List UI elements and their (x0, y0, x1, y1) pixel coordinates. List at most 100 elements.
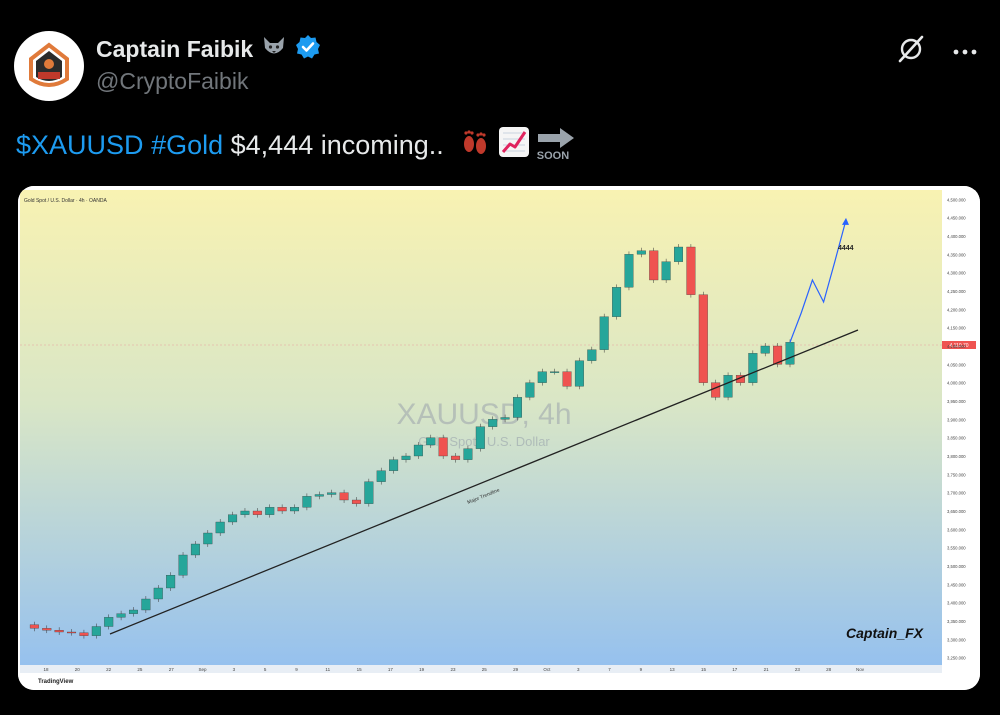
candle-body (686, 246, 696, 295)
candle-body (488, 419, 498, 427)
candle-body (500, 417, 510, 420)
y-tick-label: 3,250.000 (947, 656, 966, 661)
chart-header-line: Gold Spot / U.S. Dollar · 4h · OANDA (24, 198, 107, 204)
y-tick-label: 3,900.000 (947, 417, 966, 422)
candle-body (389, 459, 399, 471)
y-tick-label: 3,850.000 (947, 436, 966, 441)
x-tick-label: 23 (450, 667, 456, 672)
candle-body (723, 375, 733, 398)
y-tick-label: 4,350.000 (947, 252, 966, 257)
candle-body (128, 609, 138, 614)
candle-body (153, 587, 163, 600)
candle-body (376, 470, 386, 482)
candle-body (166, 575, 176, 589)
y-tick-label: 3,700.000 (947, 491, 966, 496)
y-tick-label: 3,950.000 (947, 399, 966, 404)
current-price-tag (942, 341, 976, 349)
candle-body (426, 437, 436, 446)
candle-body (612, 287, 622, 317)
x-tick-label: 3 (233, 667, 236, 672)
x-tick-label: 23 (795, 667, 801, 672)
candle-body (599, 316, 609, 350)
chart-increasing-emoji-icon (498, 126, 530, 165)
tradingview-footer: TradingView (38, 679, 74, 685)
candle-body (265, 507, 275, 515)
candle-body (525, 382, 535, 398)
price-chart: Gold Spot / U.S. Dollar · 4h · OANDA XAU… (18, 186, 980, 690)
candle-body (104, 617, 114, 627)
y-tick-label: 4,050.000 (947, 362, 966, 367)
candle-body (277, 507, 287, 512)
price-series (29, 244, 795, 639)
time-axis (20, 665, 942, 673)
candle-body (711, 382, 721, 398)
footprints-emoji-icon (458, 126, 492, 165)
hashtag-link[interactable]: #Gold (151, 130, 224, 160)
author-handle[interactable]: @CryptoFaibik (96, 68, 249, 94)
author-display-name[interactable]: Captain Faibik (96, 36, 254, 62)
candle-body (463, 448, 473, 460)
y-tick-label: 4,000.000 (947, 381, 966, 386)
candle-body (240, 510, 250, 515)
candle-body (228, 514, 238, 523)
x-tick-label: 27 (169, 667, 175, 672)
candle-body (91, 626, 101, 636)
symbol-watermark: XAUUSD, 4h (396, 398, 571, 431)
y-tick-label: 3,600.000 (947, 527, 966, 532)
candle-body (562, 371, 572, 387)
target-label: 4444 (838, 245, 854, 252)
x-tick-label: 20 (75, 667, 81, 672)
x-tick-label: 19 (419, 667, 425, 672)
tweet-body: $4,444 incoming.. (230, 130, 444, 160)
candle-body (79, 632, 89, 636)
soon-label: SOON (536, 149, 570, 162)
candle-body (661, 261, 671, 281)
soon-arrow-emoji-icon: SOON (536, 127, 576, 164)
candle-body (636, 250, 646, 255)
candle-body (364, 481, 374, 504)
x-tick-label: 22 (106, 667, 112, 672)
candle-body (413, 444, 423, 457)
candle-body (252, 510, 262, 515)
candle-body (29, 624, 39, 629)
x-tick-label: 17 (388, 667, 394, 672)
y-tick-label: 3,350.000 (947, 619, 966, 624)
x-tick-label: Nov (856, 667, 865, 672)
candle-body (67, 631, 77, 634)
candle-body (178, 554, 188, 576)
y-tick-label: 4,200.000 (947, 307, 966, 312)
y-tick-label: 3,650.000 (947, 509, 966, 514)
y-tick-label: 3,300.000 (947, 637, 966, 642)
major-trendline (109, 329, 859, 635)
candle-body (351, 499, 361, 504)
x-tick-label: 3 (577, 667, 580, 672)
x-tick-label: 18 (43, 667, 49, 672)
candle-body (54, 630, 64, 633)
candle-body (574, 360, 584, 387)
candle-body (401, 455, 411, 460)
grok-icon[interactable] (896, 34, 926, 69)
more-options-icon[interactable] (952, 43, 978, 61)
x-tick-label: 21 (764, 667, 770, 672)
candle-body (290, 507, 300, 512)
candle-body (190, 543, 200, 556)
y-tick-label: 4,150.000 (947, 326, 966, 331)
x-tick-label: 11 (325, 667, 330, 672)
candle-body (116, 613, 126, 618)
y-tick-label: 3,800.000 (947, 454, 966, 459)
cashtag-link[interactable]: $XAUUSD (16, 130, 144, 160)
y-tick-label: 4,100.000 (947, 344, 966, 349)
tweet-media-chart[interactable]: Gold Spot / U.S. Dollar · 4h · OANDA XAU… (18, 186, 980, 690)
candle-body (438, 437, 448, 457)
candle-body (624, 254, 634, 288)
y-tick-label: 4,250.000 (947, 289, 966, 294)
y-tick-label: 3,550.000 (947, 546, 966, 551)
verified-badge-icon[interactable] (295, 34, 321, 65)
candle-body (760, 345, 770, 354)
avatar[interactable] (14, 31, 84, 101)
projection-path (789, 219, 847, 343)
current-price-tag-text: 4,110.70 (949, 343, 968, 349)
x-tick-label: 15 (357, 667, 363, 672)
candle-body (537, 371, 547, 383)
candle-body (748, 353, 758, 383)
